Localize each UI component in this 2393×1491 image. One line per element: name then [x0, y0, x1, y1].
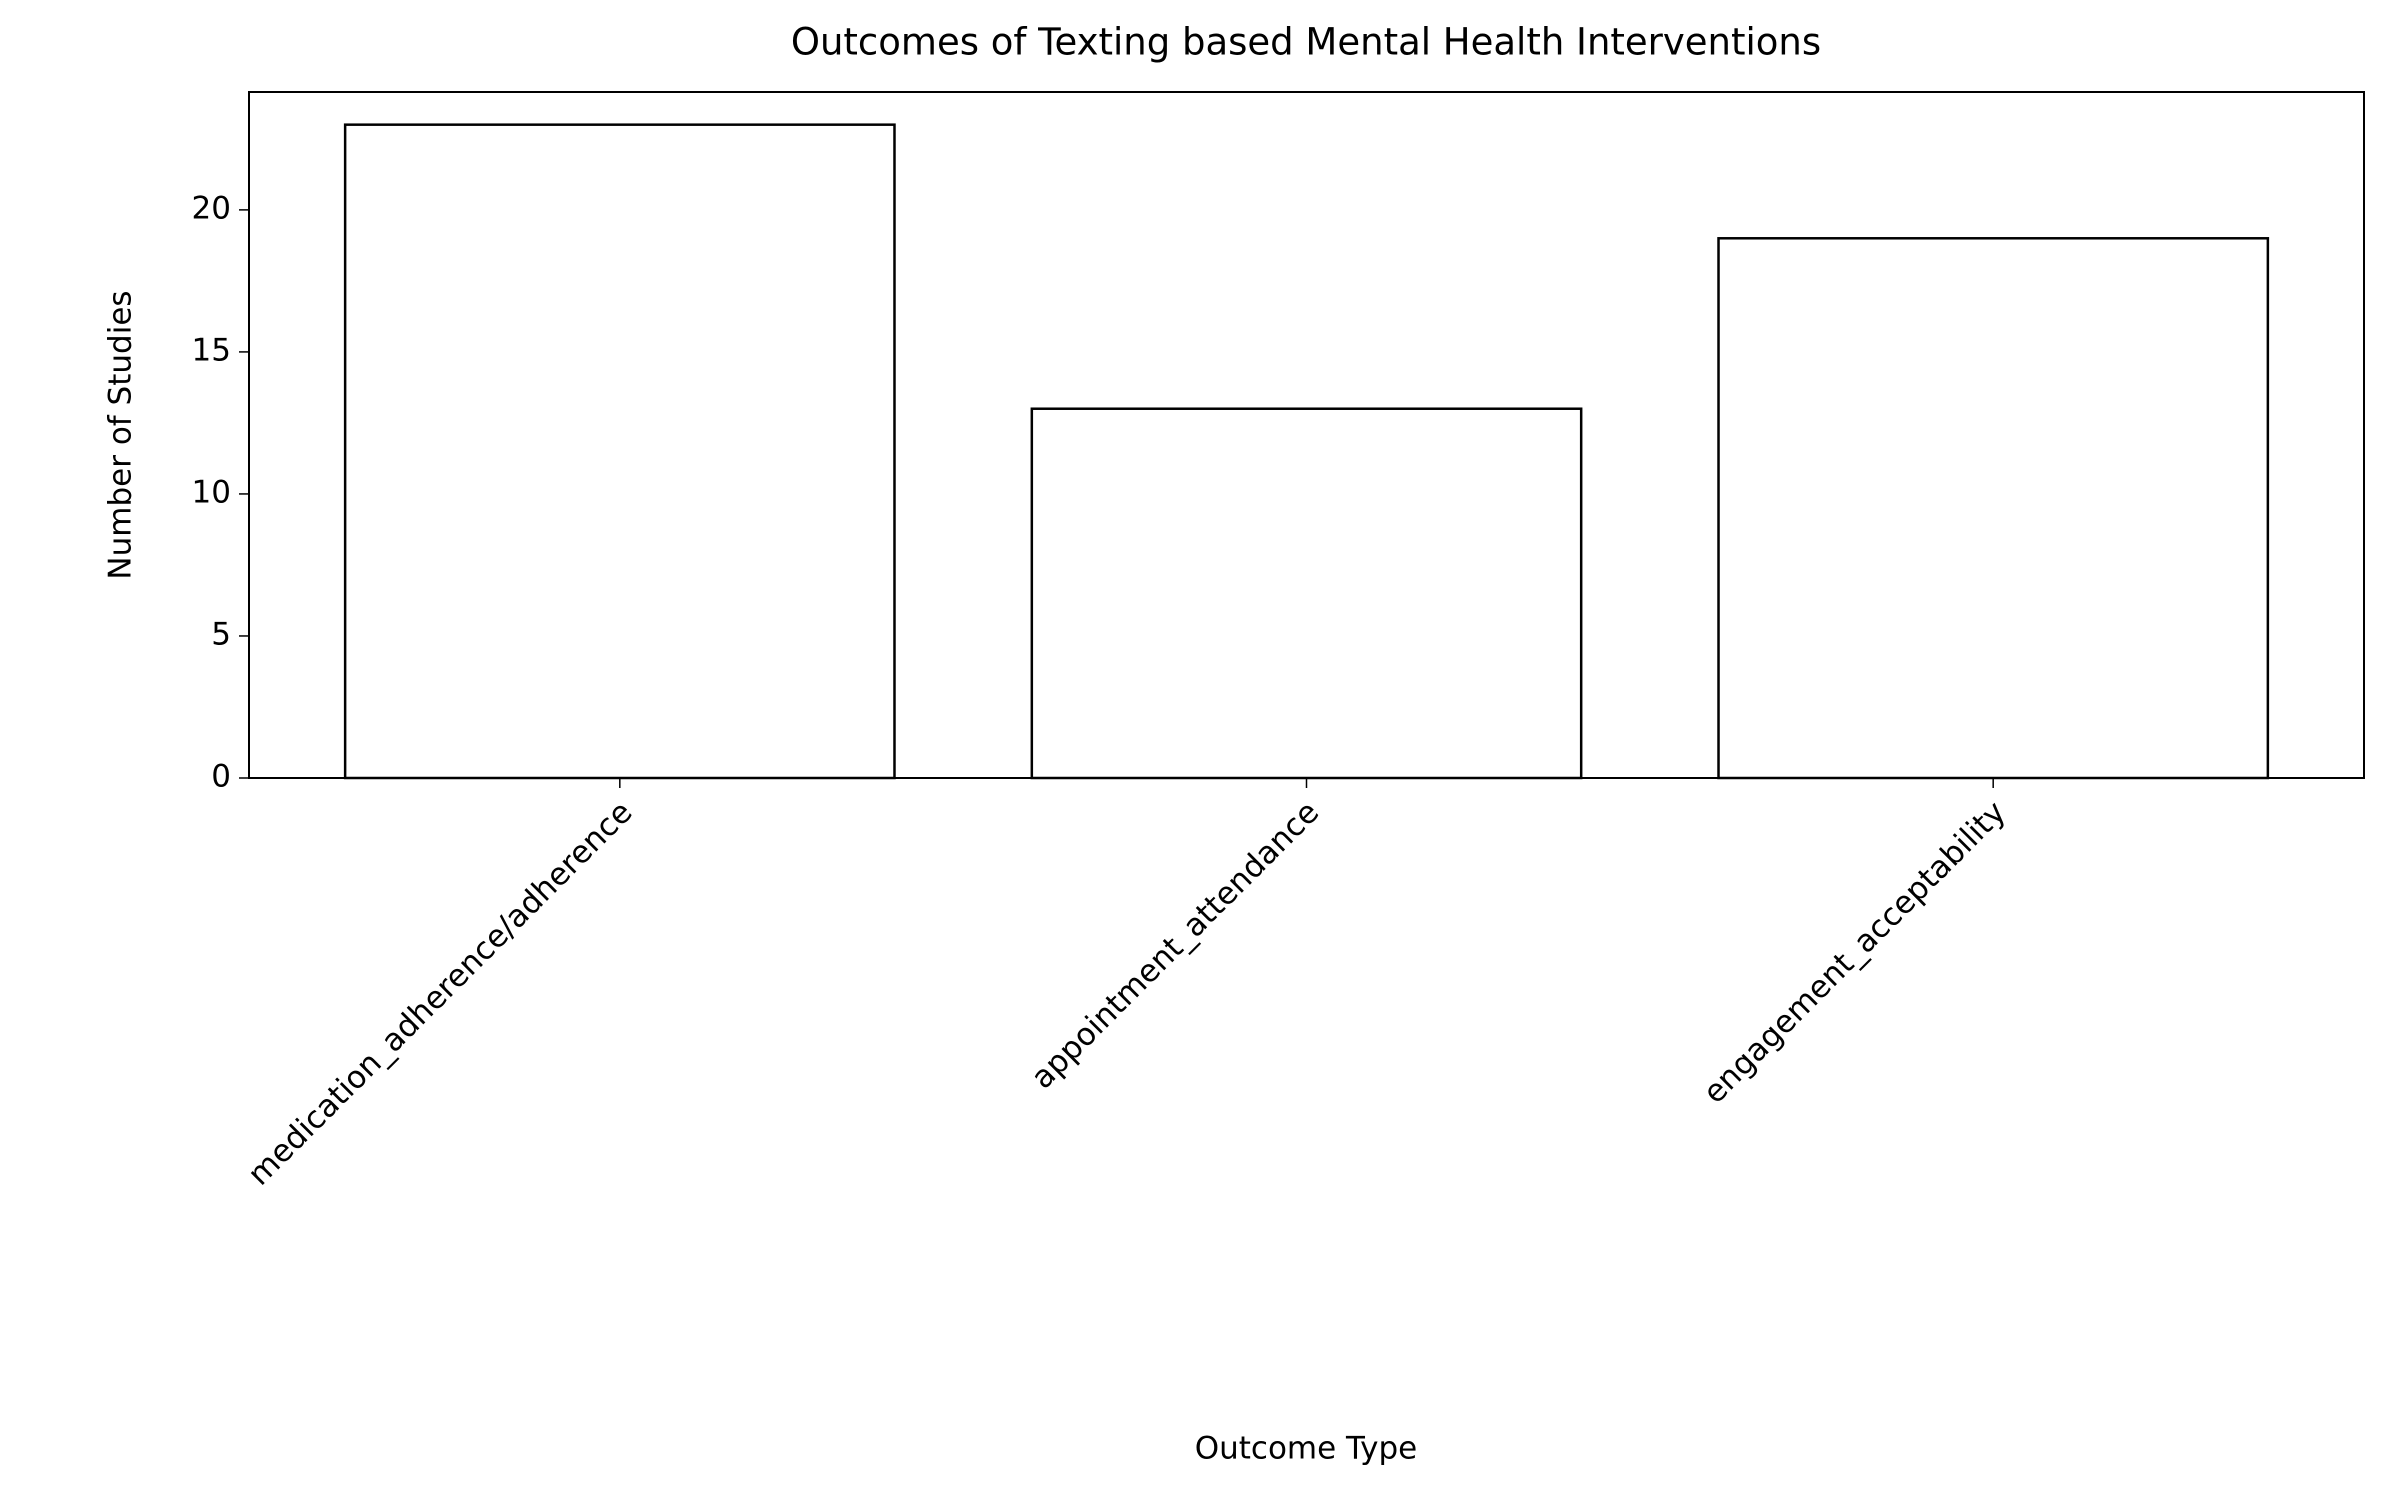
- bar: [1717, 237, 2270, 780]
- chart-title: Outcomes of Texting based Mental Health …: [791, 21, 1821, 64]
- y-tick-label: 0: [211, 759, 231, 795]
- plot-frame: [248, 91, 2365, 779]
- y-tick-label: 10: [192, 474, 231, 510]
- bar: [1030, 407, 1583, 780]
- x-tick-label: appointment_attendance: [1024, 794, 1326, 1096]
- y-tick-label: 20: [192, 190, 231, 226]
- y-tick-label: 5: [211, 616, 231, 652]
- y-tick-label: 15: [192, 332, 231, 368]
- bar: [343, 123, 896, 780]
- x-tick-label: engagement_acceptability: [1696, 794, 2013, 1111]
- x-axis-label: Outcome Type: [1195, 1431, 1418, 1467]
- x-tick-label: medication_adherence/adherence: [241, 794, 639, 1192]
- y-axis-label: Number of Studies: [103, 290, 139, 579]
